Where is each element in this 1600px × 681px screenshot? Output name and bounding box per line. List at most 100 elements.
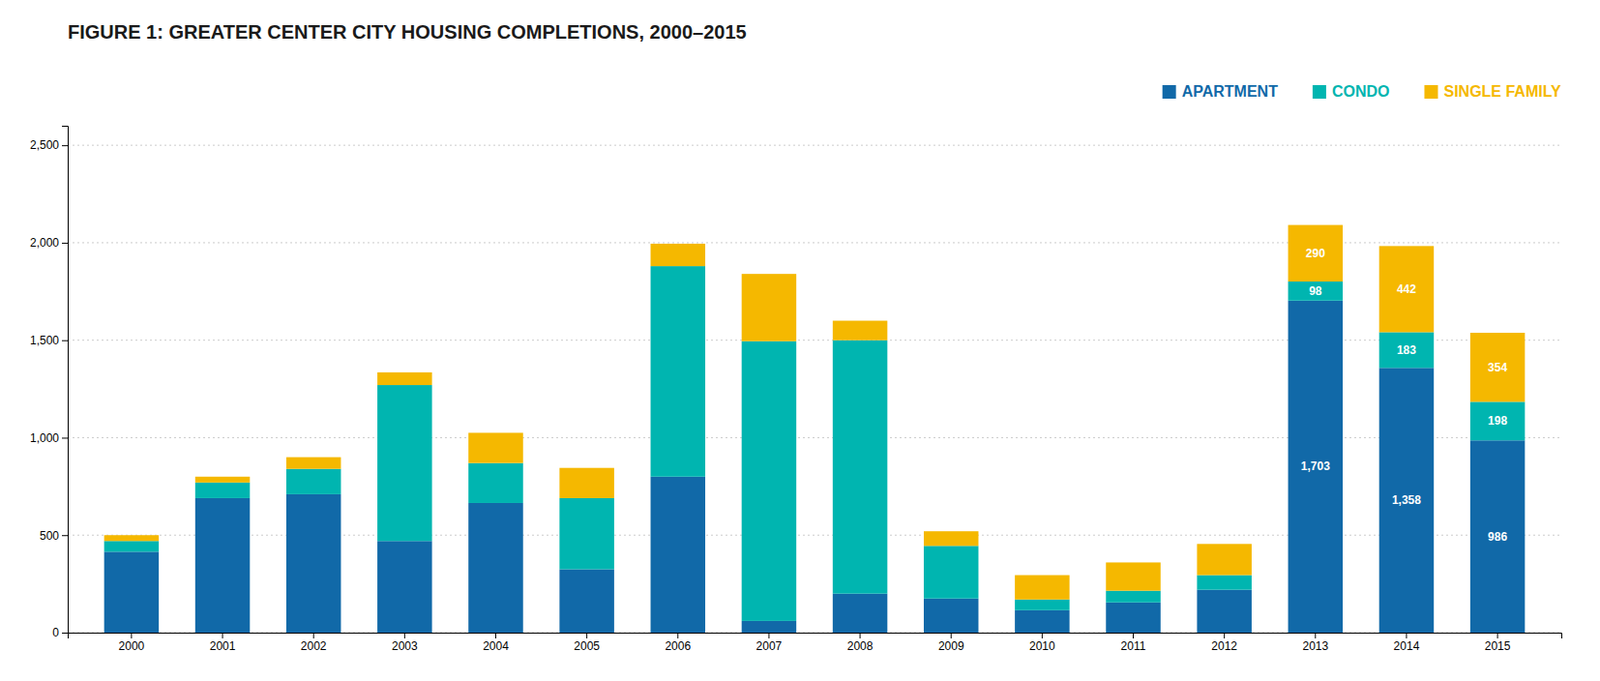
x-tick: 2012 <box>1211 632 1238 653</box>
grid-line <box>67 145 1562 147</box>
y-tick: 500 <box>39 529 68 543</box>
bar <box>468 463 523 504</box>
data-label: 986 <box>1487 530 1508 544</box>
y-tick-label: 1,000 <box>29 431 60 445</box>
y-tick-mark <box>61 340 68 342</box>
x-tick-label: 2000 <box>118 639 146 653</box>
bar <box>1288 225 1343 282</box>
x-tick: 2015 <box>1484 632 1512 653</box>
data-label: 98 <box>1308 284 1323 298</box>
x-tick-label: 2001 <box>209 639 237 653</box>
x-tick-mark <box>677 632 679 639</box>
bar <box>1105 591 1160 603</box>
x-tick-label: 2015 <box>1484 639 1512 653</box>
legend-item: SINGLE FAMILY <box>1423 83 1562 100</box>
x-tick-label: 2011 <box>1121 639 1147 653</box>
y-tick-mark <box>61 632 68 634</box>
bar <box>559 468 614 499</box>
series <box>104 300 1526 633</box>
legend-swatch <box>1312 85 1327 99</box>
bar <box>195 498 250 633</box>
bar <box>377 540 432 633</box>
x-tick-mark <box>130 632 132 639</box>
bar <box>377 372 432 386</box>
x-tick: 2005 <box>573 632 600 653</box>
y-tick-mark <box>61 242 68 244</box>
x-tick-mark <box>950 632 952 639</box>
y-axis-line <box>61 126 69 634</box>
x-tick-label: 2014 <box>1393 639 1421 653</box>
y-tick-label: 500 <box>39 529 60 543</box>
x-tick-label: 2012 <box>1211 639 1238 653</box>
data-label: 198 <box>1487 414 1508 428</box>
bar <box>286 457 341 470</box>
bar <box>468 503 523 633</box>
grid <box>67 145 1562 633</box>
x-tick: 2008 <box>847 632 874 653</box>
x-tick-mark <box>586 632 588 639</box>
y-tick-mark <box>61 437 68 439</box>
x-tick-mark <box>1497 632 1499 639</box>
bar <box>651 243 706 267</box>
x-tick: 2004 <box>482 632 509 653</box>
bar <box>832 593 888 633</box>
x-tick-mark <box>859 632 861 639</box>
y-tick-mark <box>61 534 68 536</box>
bar <box>1014 610 1069 633</box>
x-tick-label: 2008 <box>847 639 874 653</box>
bar <box>1470 401 1525 441</box>
data-label: 1,358 <box>1392 493 1422 507</box>
bar <box>195 482 250 499</box>
y-tick-label: 2,000 <box>29 236 60 250</box>
data-label: 183 <box>1396 343 1417 357</box>
legend-item: APARTMENT <box>1162 83 1278 100</box>
legend-label: APARTMENT <box>1182 83 1278 100</box>
bar <box>1196 543 1251 575</box>
bar <box>1196 575 1251 591</box>
bar <box>1379 367 1434 633</box>
x-tick-mark <box>222 632 224 639</box>
data-label: 290 <box>1305 246 1326 261</box>
bar <box>559 569 614 634</box>
bar <box>923 545 978 598</box>
x-tick: 2013 <box>1302 632 1329 653</box>
bar <box>1379 331 1434 368</box>
bar <box>286 494 341 633</box>
x-tick: 2011 <box>1121 632 1147 653</box>
legend: APARTMENT CONDO SINGLE FAMILY <box>1162 83 1562 100</box>
bar <box>741 341 797 622</box>
chart: FIGURE 1: GREATER CENTER CITY HOUSING CO… <box>0 0 1600 681</box>
bar <box>468 432 523 463</box>
bar <box>651 266 706 477</box>
y-tick: 2,000 <box>29 236 68 250</box>
x-tick-label: 2013 <box>1302 639 1329 653</box>
bar <box>1288 281 1343 301</box>
bar <box>559 498 614 570</box>
bars <box>104 225 1526 633</box>
legend-swatch <box>1162 85 1177 99</box>
y-tick-label: 1,500 <box>29 333 60 348</box>
bar <box>1014 575 1069 600</box>
y-tick-mark <box>61 145 68 147</box>
bar <box>1014 599 1069 611</box>
legend-label: CONDO <box>1332 83 1391 100</box>
x-tick: 2002 <box>300 632 327 653</box>
bar <box>1379 245 1434 332</box>
x-tick: 2007 <box>756 632 783 653</box>
legend-swatch <box>1423 85 1438 99</box>
legend-item: CONDO <box>1312 83 1391 100</box>
x-tick-label: 2007 <box>756 639 783 653</box>
bar <box>104 551 159 633</box>
series <box>104 225 1526 600</box>
bar <box>741 273 797 342</box>
x-tick: 2000 <box>118 632 146 653</box>
x-tick: 2001 <box>209 632 237 653</box>
bar <box>651 476 706 633</box>
x-tick-mark <box>768 632 770 639</box>
x-tick-label: 2005 <box>573 639 600 653</box>
x-tick: 2010 <box>1029 632 1056 653</box>
data-labels: 1,7031,35898698183198290442354 <box>1301 246 1509 544</box>
x-tick-label: 2006 <box>664 639 691 653</box>
bar <box>923 598 978 633</box>
series <box>104 266 1526 622</box>
